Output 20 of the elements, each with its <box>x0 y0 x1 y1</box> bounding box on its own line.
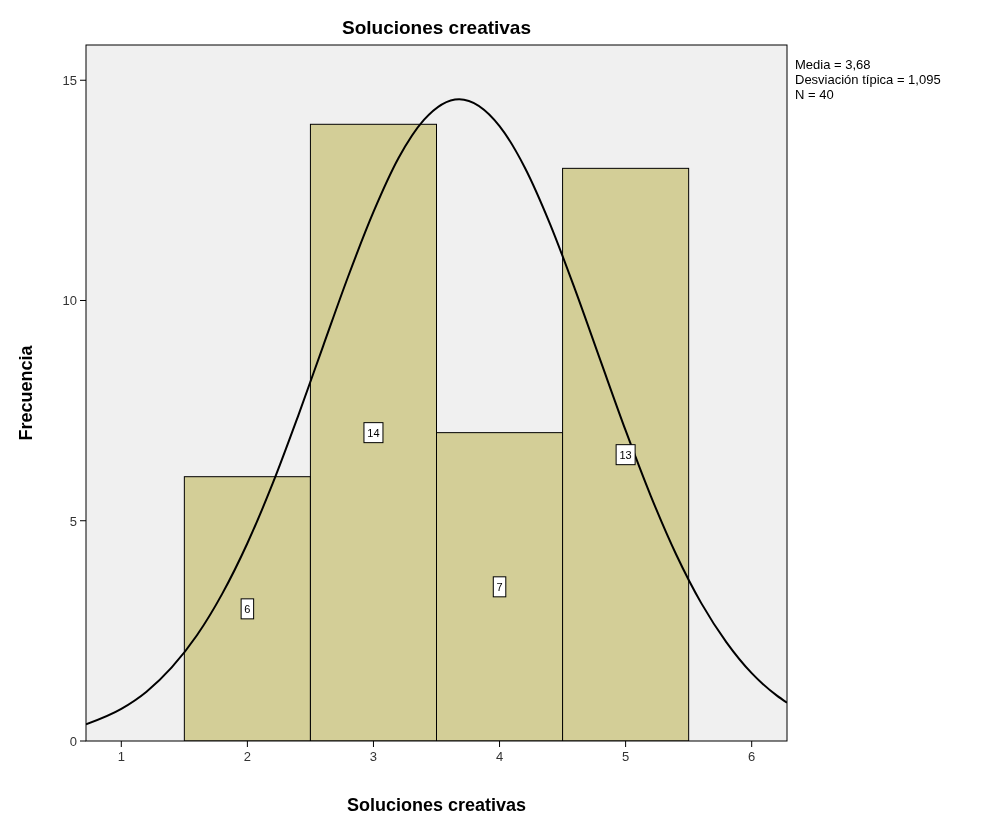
x-tick-label: 2 <box>243 749 251 764</box>
x-tick-label: 1 <box>117 749 125 764</box>
x-tick-label: 4 <box>495 749 504 764</box>
data-label: 6 <box>244 602 251 615</box>
data-label: 14 <box>367 426 380 439</box>
data-label: 13 <box>619 448 632 461</box>
chart-title: Soluciones creativas <box>341 17 532 38</box>
y-tick-label: 15 <box>62 73 77 89</box>
y-tick-label: 0 <box>69 734 77 749</box>
y-tick-label: 10 <box>62 293 77 309</box>
x-tick-label: 5 <box>622 749 630 764</box>
data-label: 7 <box>496 580 503 593</box>
y-axis-title: Frecuencia <box>16 344 36 441</box>
text: Media = 3,68 <box>795 57 871 72</box>
text: Desviación típica = 1,095 <box>795 72 941 87</box>
x-axis-title: Soluciones creativas <box>346 795 527 815</box>
text: N = 40 <box>795 87 834 102</box>
x-tick-label: 6 <box>748 749 756 764</box>
x-tick-label: 3 <box>369 749 378 764</box>
y-tick-label: 5 <box>69 513 77 529</box>
